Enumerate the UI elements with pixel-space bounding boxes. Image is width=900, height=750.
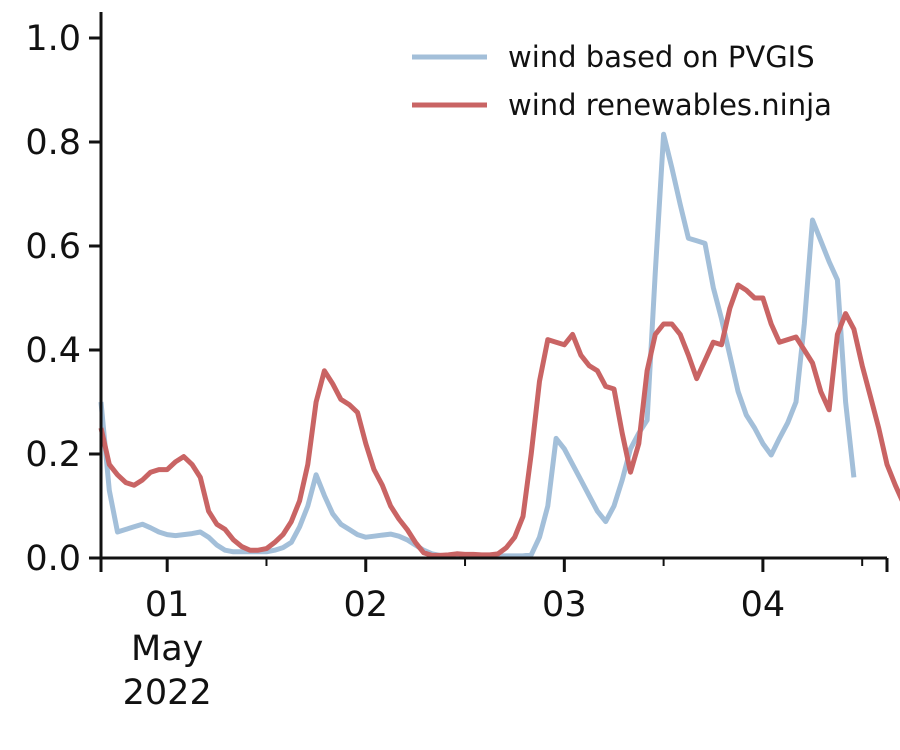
series-layer xyxy=(98,131,900,559)
series-line-ninja xyxy=(98,282,900,558)
y-tick-label: 0.8 xyxy=(25,123,81,163)
x-tick-label: 01 May 2022 xyxy=(123,585,212,713)
y-tick-label: 0.4 xyxy=(25,331,81,371)
y-axis-ticks: 0.0 0.2 0.4 0.6 0.8 1.0 xyxy=(25,19,101,579)
series-line-pvgis xyxy=(98,131,857,559)
y-tick-label: 0.0 xyxy=(25,539,81,579)
x-tick-label: 04 xyxy=(741,585,786,625)
legend-label-ninja: wind renewables.ninja xyxy=(508,88,832,122)
y-tick-label: 1.0 xyxy=(25,19,81,59)
x-tick-label: 03 xyxy=(542,585,587,625)
legend-label-pvgis: wind based on PVGIS xyxy=(508,40,815,74)
axes: 0.0 0.2 0.4 0.6 0.8 1.0 01 May 2022 02 03 04 xyxy=(25,12,889,713)
x-axis-ticks: 01 May 2022 02 03 04 xyxy=(99,558,889,713)
x-tick-label: 02 xyxy=(343,585,388,625)
legend: wind based on PVGIS wind renewables.ninj… xyxy=(412,40,832,122)
y-tick-label: 0.2 xyxy=(25,435,81,475)
y-tick-label: 0.6 xyxy=(25,227,81,267)
